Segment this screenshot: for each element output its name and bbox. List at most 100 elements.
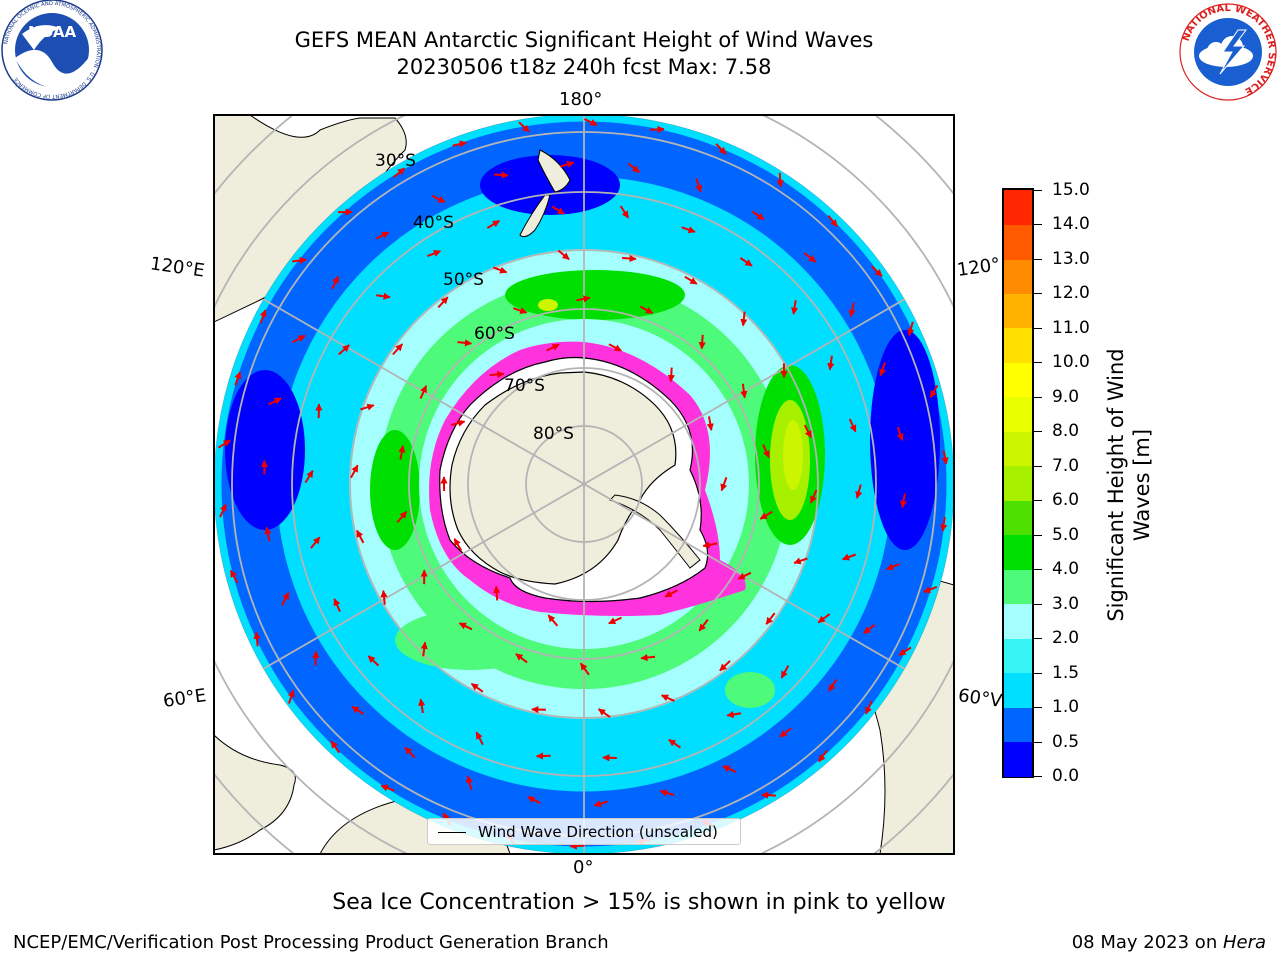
colorbar-tick — [1034, 500, 1042, 502]
wind-wave-arrow — [627, 162, 640, 174]
colorbar-tick — [1034, 396, 1042, 398]
wind-wave-arrow — [333, 598, 341, 613]
wind-wave-arrow — [376, 292, 391, 300]
wind-wave-arrow — [803, 252, 817, 263]
wind-wave-arrow — [551, 205, 565, 215]
wind-wave-arrow — [404, 746, 416, 759]
wind-wave-arrow — [608, 616, 622, 625]
colorbar-tick — [1034, 362, 1042, 364]
wind-wave-arrow — [350, 464, 359, 479]
wind-wave-arrow — [268, 397, 282, 406]
wind-wave-arrow — [515, 653, 528, 664]
colorbar-tick — [1034, 224, 1042, 226]
nws-logo: NATIONAL WEATHER SERVICE — [1179, 3, 1277, 101]
wind-wave-arrow — [855, 484, 863, 499]
lat-label-40s: 40°S — [413, 213, 454, 233]
colorbar-segment — [1004, 258, 1032, 294]
colorbar-tick — [1034, 672, 1042, 674]
wind-wave-arrow — [393, 167, 406, 179]
wind-wave-arrow — [489, 370, 505, 379]
wind-wave-arrow — [259, 309, 267, 324]
wind-wave-arrow — [338, 344, 350, 356]
wind-wave-arrow — [765, 612, 776, 625]
colorbar-tick — [1034, 569, 1042, 571]
lat-label-80s: 80°S — [533, 424, 574, 444]
wind-wave-arrow — [486, 219, 501, 229]
wind-wave-arrow — [650, 125, 665, 134]
wind-wave-arrow — [234, 371, 242, 386]
wind-wave-arrow — [929, 384, 939, 399]
run-date: 08 May 2023 on Hera — [1072, 932, 1266, 953]
wind-wave-arrow — [281, 592, 290, 606]
wind-wave-arrow — [457, 339, 473, 347]
wind-wave-arrow — [527, 796, 541, 805]
wind-wave-arrow — [331, 275, 340, 290]
wind-wave-arrow — [557, 249, 570, 261]
colorbar-segment — [1004, 293, 1032, 329]
colorbar-tick — [1034, 293, 1042, 295]
wind-wave-arrow — [940, 516, 948, 532]
wind-wave-arrow — [702, 541, 718, 549]
colorbar-tick — [1034, 776, 1042, 777]
wind-wave-arrow — [453, 538, 463, 552]
wind-wave-arrow — [698, 618, 709, 632]
map-frame — [213, 114, 955, 855]
wind-wave-arrow — [330, 740, 341, 754]
wind-wave-arrow — [719, 660, 731, 672]
colorbar-title-line2: Waves [m] — [1130, 428, 1154, 542]
wind-wave-arrow — [761, 791, 776, 799]
wind-wave-arrow — [576, 295, 591, 303]
wind-wave-arrow — [667, 367, 675, 383]
colorbar-segment — [1004, 638, 1032, 674]
colorbar-tick — [1034, 465, 1042, 467]
wind-wave-arrow — [310, 536, 321, 549]
wind-wave-arrow — [219, 503, 227, 518]
colorbar-title: Significant Height of Wind Waves [m] — [1103, 325, 1155, 645]
colorbar-tick-label: 0.0 — [1052, 766, 1080, 786]
colorbar-segment — [1004, 534, 1032, 570]
wind-wave-arrow — [608, 343, 622, 352]
wind-wave-arrows — [217, 118, 949, 850]
colorbar-segment — [1004, 707, 1032, 743]
wind-wave-arrow — [740, 311, 748, 327]
colorbar-tick-label: 14.0 — [1052, 214, 1090, 235]
run-date-text: 08 May 2023 on — [1071, 932, 1223, 953]
colorbar-tick — [1034, 638, 1042, 640]
colorbar-tick-label: 2.0 — [1052, 628, 1080, 649]
wind-wave-arrow — [681, 226, 696, 234]
wind-wave-arrow — [380, 784, 395, 792]
wind-wave-arrow — [493, 171, 509, 179]
colorbar-segment — [1004, 741, 1032, 777]
wind-wave-arrow — [569, 842, 585, 850]
wind-wave-arrow — [695, 178, 703, 193]
wind-wave-arrow — [659, 789, 675, 797]
wind-wave-arrow — [827, 355, 835, 371]
colorbar-segment — [1004, 362, 1032, 398]
legend-label: Wind Wave Direction (unscaled) — [478, 823, 718, 841]
wind-wave-arrow — [726, 710, 742, 719]
wind-wave-arrow — [898, 646, 912, 656]
wind-wave-arrow — [419, 385, 428, 400]
wind-wave-arrow — [941, 450, 949, 465]
lon-label-0: 0° — [573, 857, 594, 878]
colorbar-tick-label: 13.0 — [1052, 248, 1090, 269]
wind-wave-arrow — [450, 419, 466, 427]
wind-wave-arrow — [698, 334, 706, 350]
colorbar-segment — [1004, 224, 1032, 260]
wind-wave-arrow — [899, 493, 908, 509]
wind-wave-arrow — [664, 589, 678, 598]
wind-wave-arrow — [706, 416, 714, 431]
credit-text: NCEP/EMC/Verification Post Processing Pr… — [13, 932, 609, 953]
wind-wave-arrow — [622, 254, 637, 263]
map-legend: Wind Wave Direction (unscaled) — [427, 818, 741, 845]
wind-wave-arrow — [253, 631, 261, 647]
wind-wave-arrow — [793, 557, 808, 565]
colorbar-segment — [1004, 603, 1032, 639]
lon-label-180: 180° — [559, 89, 603, 110]
colorbar-tick-label: 11.0 — [1052, 317, 1090, 338]
wind-wave-arrow — [398, 445, 406, 460]
colorbar-segment — [1004, 327, 1032, 363]
wind-wave-arrow — [420, 641, 428, 657]
wind-wave-arrow — [217, 439, 231, 449]
